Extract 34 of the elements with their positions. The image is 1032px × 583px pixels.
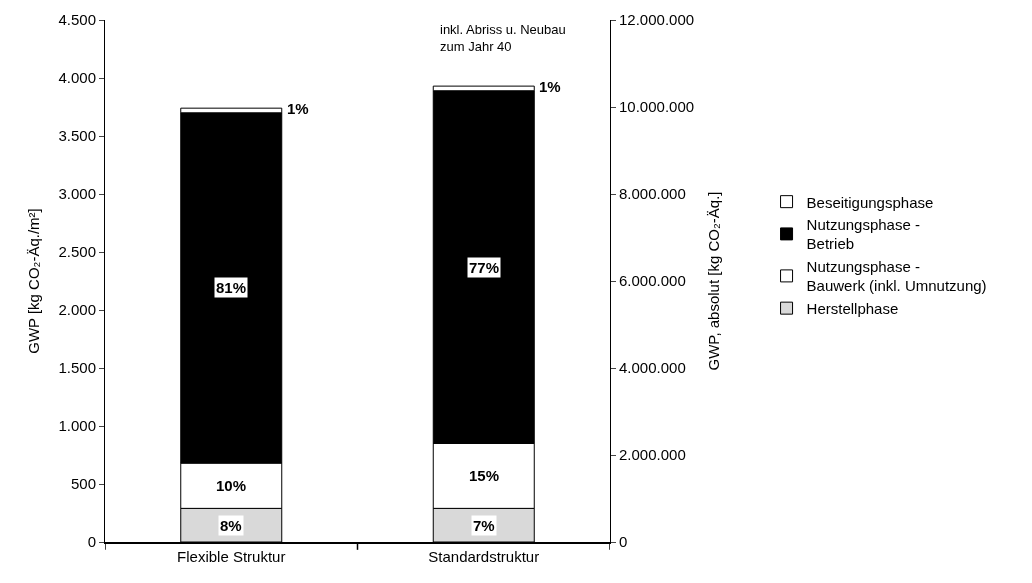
y2-tick-label: 4.000.000 <box>619 359 686 377</box>
y-tick-label: 1.000 <box>58 417 96 435</box>
legend-label: Herstellphase <box>806 300 899 317</box>
y-tick-label: 500 <box>70 475 96 493</box>
annotation: 15% <box>469 467 500 484</box>
y-tick-label: 2.500 <box>58 243 96 261</box>
y2-tick-label: 0 <box>619 533 628 551</box>
y-tick-label: 4.000 <box>58 69 96 87</box>
y2-tick-label: 8.000.000 <box>619 185 686 203</box>
y2-tick-label: 12.000.000 <box>619 11 695 29</box>
annotation: 7% <box>473 517 495 534</box>
annotation: 1% <box>539 78 561 95</box>
y2-tick-label: 10.000.000 <box>619 98 695 116</box>
annotation: 81% <box>216 279 247 296</box>
y-axis-title: GWP [kg CO₂-Äq./m²] <box>24 208 42 354</box>
annotation: 8% <box>220 517 242 534</box>
y2-tick-label: 2.000.000 <box>619 446 686 464</box>
x-tick-label: Standardstruktur <box>428 548 540 565</box>
y-tick-label: 1.500 <box>58 359 96 377</box>
legend-label: Nutzungsphase - Betrieb <box>806 216 920 253</box>
y2-tick-label: 6.000.000 <box>619 272 686 290</box>
y-tick-label: 3.500 <box>58 127 96 145</box>
y-tick-label: 0 <box>87 533 96 551</box>
annotation: 77% <box>469 259 500 276</box>
annotation: 10% <box>216 477 247 494</box>
y-tick-label: 4.500 <box>58 11 96 29</box>
annotation: 1% <box>287 100 309 117</box>
legend-label: Nutzungsphase - Bauwerk (inkl. Umnutzung) <box>806 258 987 295</box>
y-tick-label: 2.000 <box>58 301 96 319</box>
annotation: inkl. Abriss u. Neubau zum Jahr 40 <box>440 22 566 54</box>
y2-axis-title: GWP, absolut [kg CO₂-Äq.] <box>705 191 723 371</box>
x-tick-label: Flexible Struktur <box>177 548 286 565</box>
legend-label: Beseitigungsphase <box>806 193 934 211</box>
y-tick-label: 3.000 <box>58 185 96 203</box>
